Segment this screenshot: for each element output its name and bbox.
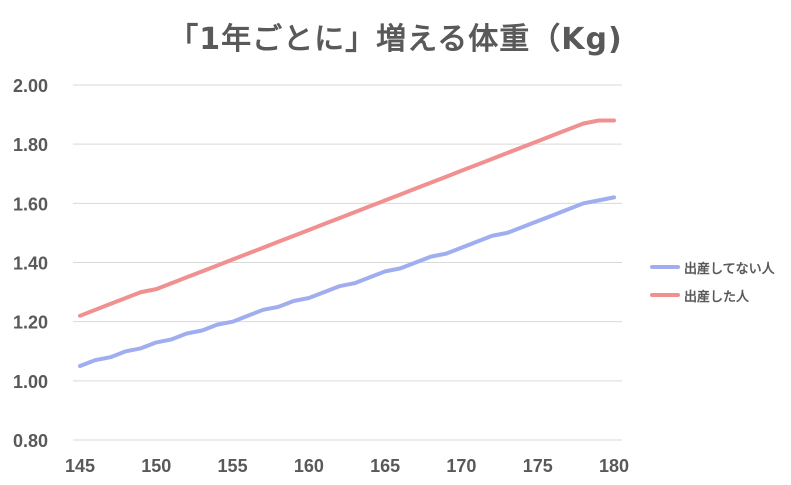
y-tick-label: 1.00 [13,372,48,392]
y-tick-label: 0.80 [13,431,48,451]
x-tick-label: 175 [523,456,553,476]
series-line-given-birth [78,118,616,318]
y-tick-label: 1.60 [13,194,48,214]
legend-item-given-birth: 出産した人 [650,281,775,309]
x-tick-label: 150 [141,456,171,476]
x-axis-ticks: 145 150 155 160 165 170 175 180 [65,456,629,476]
series-line-not-given-birth [78,195,616,368]
legend-label: 出産してない人 [684,261,775,277]
legend-item-not-given-birth: 出産してない人 [650,253,775,281]
y-axis-ticks: 2.00 1.80 1.60 1.40 1.20 1.00 0.80 [13,76,48,451]
x-tick-label: 145 [65,456,95,476]
legend-swatch-blue [650,265,680,269]
y-tick-label: 1.80 [13,135,48,155]
x-tick-label: 170 [446,456,476,476]
x-tick-label: 180 [599,456,629,476]
legend-label: 出産した人 [684,289,750,305]
gridlines [73,84,622,441]
data-lines [78,118,616,368]
x-tick-label: 155 [218,456,248,476]
y-tick-label: 1.40 [13,254,48,274]
legend: 出産してない人 出産した人 [650,253,775,309]
y-tick-label: 2.00 [13,76,48,96]
chart-title: 「1年ごとに」増える体重（Kg) [168,22,623,57]
x-tick-label: 165 [370,456,400,476]
legend-swatch-red [650,293,680,297]
x-tick-label: 160 [294,456,324,476]
y-tick-label: 1.20 [13,313,48,333]
